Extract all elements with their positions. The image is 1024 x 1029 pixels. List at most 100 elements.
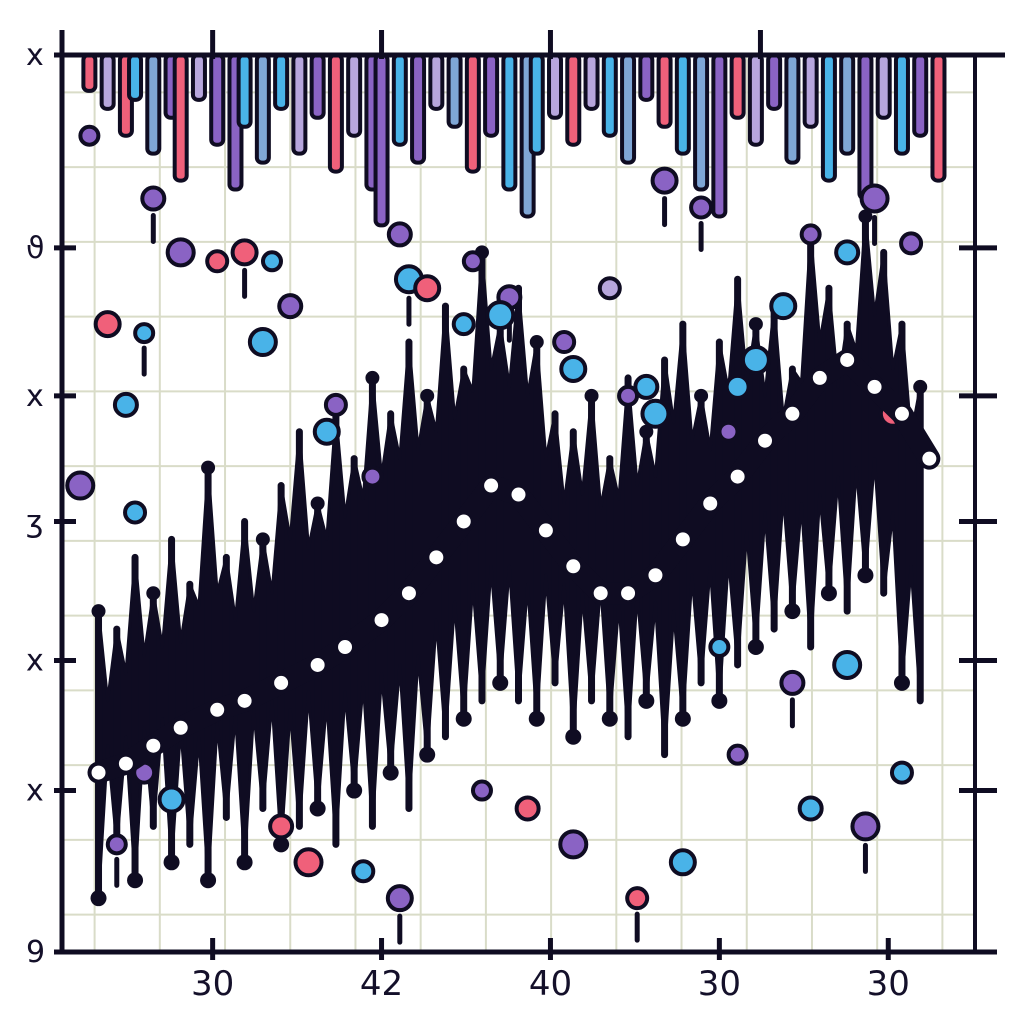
circle-marker: [323, 392, 348, 417]
circle-marker: [769, 292, 798, 321]
hanging-bar: [327, 53, 344, 174]
spike-base-dot: [455, 710, 472, 727]
trend-point: [646, 566, 665, 585]
y-tick-label: x: [26, 379, 44, 414]
circle-marker: [361, 465, 384, 488]
circle-marker: [552, 330, 577, 355]
circle-marker: [650, 166, 679, 195]
hanging-bar: [656, 53, 673, 129]
hanging-bar: [483, 53, 500, 138]
y-tick-label: ϑ: [26, 231, 45, 266]
spike-base-dot: [346, 782, 363, 799]
spike-tip-dot: [694, 388, 709, 403]
hanging-bar: [309, 53, 326, 120]
x-tick-label: 42: [360, 964, 403, 1004]
circle-marker: [797, 795, 824, 822]
hanging-bar: [857, 53, 874, 201]
trend-point: [272, 673, 291, 692]
trend-point: [116, 754, 135, 773]
hanging-bar: [547, 53, 564, 120]
circle-marker: [640, 398, 671, 429]
circle-marker: [386, 221, 413, 248]
spike-base-dot: [419, 746, 436, 763]
hanging-bar: [99, 53, 116, 111]
circle-marker: [514, 795, 541, 822]
circle-marker: [461, 250, 484, 273]
circle-marker: [740, 344, 771, 375]
trend-point: [701, 494, 720, 513]
spike-tip-dot: [420, 388, 435, 403]
circle-marker: [889, 760, 914, 785]
trend-point: [171, 718, 190, 737]
circle-marker: [112, 391, 139, 418]
axes-layer: [54, 30, 1005, 960]
hanging-bar: [674, 53, 691, 156]
circle-marker: [157, 785, 186, 814]
trend-point: [427, 548, 446, 567]
hanging-bar: [784, 53, 801, 165]
hanging-bar: [583, 53, 600, 111]
circle-marker: [268, 813, 295, 840]
circle-marker: [312, 417, 341, 446]
circle-marker: [133, 322, 156, 345]
spike-base-dot: [638, 692, 655, 709]
circle-marker: [247, 327, 278, 358]
circle-marker: [105, 833, 128, 856]
spike-base-dot: [565, 728, 582, 745]
spike-base-dot: [747, 639, 764, 656]
trend-point: [399, 584, 418, 603]
hanging-bar: [291, 53, 308, 156]
hanging-bar: [802, 53, 819, 129]
y-tick-label: x: [26, 38, 44, 73]
trend-point: [756, 431, 775, 450]
hanging-bar: [875, 53, 892, 120]
hanging-bars-layer: [81, 53, 947, 228]
circle-marker: [597, 276, 622, 301]
spike-tip-dot: [584, 388, 599, 403]
spike-base-dot: [784, 603, 801, 620]
trend-point: [591, 584, 610, 603]
circle-marker: [470, 779, 493, 802]
hanging-bar: [209, 53, 226, 147]
spike-base-dot: [163, 854, 180, 871]
trend-line-layer: [87, 348, 941, 784]
spike-base-dot: [236, 854, 253, 871]
trend-point: [336, 638, 355, 657]
circle-marker: [850, 811, 881, 842]
hanging-bar: [373, 53, 390, 228]
hanging-bar: [127, 53, 144, 102]
spike-tip-dot: [365, 370, 380, 385]
circle-marker: [78, 124, 101, 147]
hanging-bar: [391, 53, 408, 147]
circle-marker: [140, 185, 167, 212]
hanging-bar: [601, 53, 618, 138]
hanging-bar: [528, 53, 545, 156]
circle-marker: [559, 354, 588, 383]
trend-point: [454, 512, 473, 531]
circle-marker: [93, 310, 122, 339]
hanging-bar: [930, 53, 947, 183]
circle-marker: [779, 669, 806, 696]
hanging-bar: [190, 53, 207, 102]
spike-base-dot: [820, 585, 837, 602]
trend-point: [536, 521, 555, 540]
circle-marker: [724, 373, 751, 400]
trend-point: [920, 449, 939, 468]
trend-point: [728, 467, 747, 486]
circle-marker: [558, 829, 589, 860]
spike-base-dot: [711, 692, 728, 709]
hanging-bar: [839, 53, 856, 156]
hanging-bar: [172, 53, 189, 183]
y-tick-label: x: [26, 774, 44, 809]
spike-tip-dot: [146, 586, 161, 601]
hanging-bar: [501, 53, 518, 192]
circle-marker: [65, 470, 96, 501]
trend-point: [89, 763, 108, 782]
circle-marker: [165, 237, 196, 268]
hanging-bar: [145, 53, 162, 156]
circle-marker: [485, 300, 516, 331]
circle-marker: [859, 183, 890, 214]
circle-marker: [260, 250, 283, 273]
circle-marker: [385, 884, 414, 913]
circle-marker: [413, 274, 442, 303]
